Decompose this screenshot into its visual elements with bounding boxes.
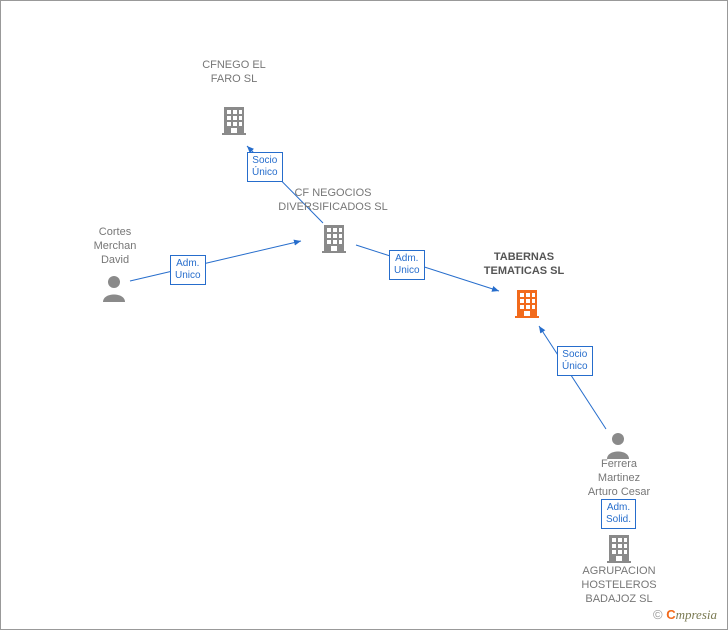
person-icon xyxy=(101,274,127,302)
watermark: © Cmpresia xyxy=(653,607,717,623)
person-icon xyxy=(605,431,631,459)
edge-line xyxy=(130,241,301,281)
node-label: TABERNAS TEMATICAS SL xyxy=(464,251,584,279)
node-label: CF NEGOCIOS DIVERSIFICADOS SL xyxy=(263,187,403,215)
brand-c-icon: C xyxy=(666,607,675,622)
node-label: AGRUPACION HOSTELEROS BADAJOZ SL xyxy=(567,565,671,606)
edge-label: Socio Único xyxy=(247,152,283,182)
edge-label: Adm. Solid. xyxy=(601,499,636,529)
building-icon xyxy=(320,223,348,253)
copyright-symbol: © xyxy=(653,607,663,622)
diagram-canvas: { "type": "network", "canvas": { "width"… xyxy=(0,0,728,630)
brand-name: mpresia xyxy=(676,607,717,622)
building-icon xyxy=(513,288,541,318)
edge-line xyxy=(539,326,606,429)
node-label: CFNEGO EL FARO SL xyxy=(179,59,289,87)
node-label: Ferrera Martinez Arturo Cesar xyxy=(571,458,667,499)
node-label: Cortes Merchan David xyxy=(75,226,155,267)
edge-label: Adm. Unico xyxy=(389,250,425,280)
building-icon xyxy=(220,105,248,135)
building-icon xyxy=(605,533,633,563)
edge-label: Adm. Unico xyxy=(170,255,206,285)
edge-label: Socio Único xyxy=(557,346,593,376)
